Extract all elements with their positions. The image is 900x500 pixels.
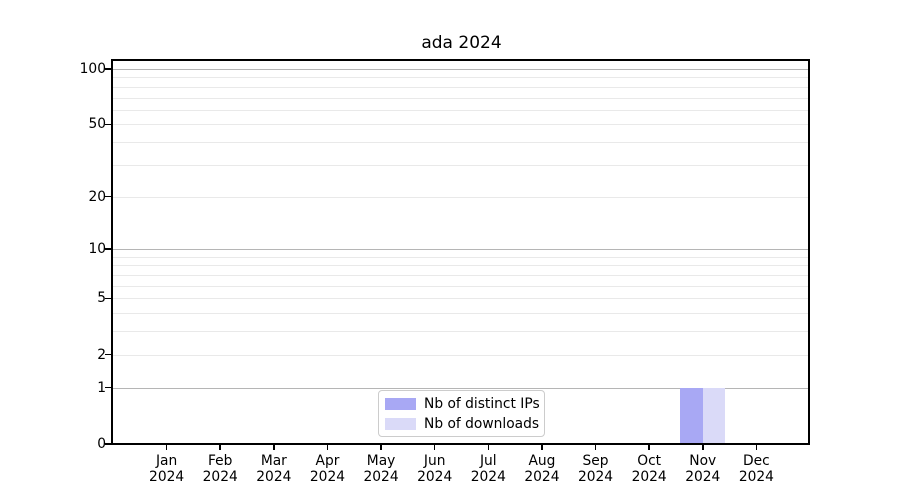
bar-nb-of-distinct-ips-nov-2024 (680, 387, 703, 444)
x-tick-mark (702, 445, 704, 450)
gridline-minor (113, 265, 810, 267)
legend-entry: Nb of distinct IPs (385, 394, 544, 414)
y-tick-label: 10 (88, 241, 106, 258)
x-tick-mark (755, 445, 758, 450)
x-tick-label-line: 2024 (631, 469, 667, 485)
gridline-minor (113, 109, 810, 111)
y-tick-mark (105, 68, 111, 70)
x-tick-label-line: Jun (423, 453, 446, 469)
y-tick-mark (105, 297, 111, 300)
plot-area (113, 60, 810, 444)
gridline-minor (113, 77, 810, 79)
x-tick-label-line: 2024 (363, 469, 399, 485)
y-tick-mark (105, 386, 111, 389)
y-tick-mark (105, 195, 111, 198)
x-tick-label-line: Feb (208, 453, 233, 469)
legend-label: Nb of downloads (424, 415, 540, 432)
bar-nb-of-downloads-nov-2024 (702, 387, 726, 444)
x-tick-label: Jul 2024 (456, 453, 520, 485)
gridline-minor (113, 124, 810, 126)
gridline-minor (113, 86, 810, 88)
y-tick-label: 100 (79, 60, 106, 77)
gridline-major (113, 68, 810, 70)
gridline-minor (113, 275, 810, 276)
x-tick-label-line: Oct (637, 453, 662, 469)
y-tick-label: 50 (88, 116, 106, 133)
x-tick-label-line: 2024 (256, 469, 292, 485)
x-tick-label-line: Mar (260, 453, 287, 469)
y-tick-label: 1 (97, 379, 106, 396)
chart-title: ada 2024 (421, 33, 502, 53)
x-tick-label: Mar 2024 (242, 453, 306, 485)
legend-label: Nb of distinct IPs (424, 395, 540, 412)
x-tick-label-line: Jul (479, 453, 497, 469)
gridline-major (113, 249, 810, 251)
x-tick-mark (273, 445, 275, 450)
x-tick-label-line: Aug (528, 453, 556, 469)
y-tick-mark (105, 248, 111, 250)
gridline-minor (113, 196, 810, 198)
x-tick-label-line: 2024 (738, 469, 774, 485)
y-tick-label: 5 (97, 290, 106, 307)
x-tick-label-line: Jan (155, 453, 178, 469)
gridline-major (113, 387, 810, 389)
gridline-minor (113, 331, 810, 333)
x-tick-mark (541, 445, 543, 450)
gridline-minor (113, 97, 810, 99)
legend-entry: Nb of downloads (385, 414, 544, 434)
x-tick-mark (326, 445, 329, 450)
gridline-minor (113, 298, 810, 300)
x-tick-label-line: Sep (582, 453, 609, 469)
y-tick-label: 20 (88, 188, 106, 205)
x-tick-label: Feb 2024 (188, 453, 252, 485)
legend: Nb of distinct IPs Nb of downloads (378, 390, 545, 437)
y-tick-mark (105, 443, 111, 445)
legend-color-swatch (385, 397, 416, 410)
gridline-minor (113, 285, 810, 287)
x-tick-label-line: Dec (743, 453, 770, 469)
x-tick-mark (165, 445, 168, 450)
x-tick-label-line: Apr (315, 453, 340, 469)
x-tick-mark (648, 445, 650, 450)
x-tick-mark (487, 445, 490, 450)
x-tick-label-line: 2024 (685, 469, 721, 485)
x-tick-label-line: 2024 (470, 469, 506, 485)
y-tick-mark (105, 353, 111, 356)
gridline-minor (113, 354, 810, 356)
x-tick-label: Oct 2024 (617, 453, 681, 485)
x-tick-label: Nov 2024 (671, 453, 735, 485)
x-tick-label: Jan 2024 (135, 453, 199, 485)
gridline-minor (113, 313, 810, 315)
y-tick-label: 2 (97, 346, 106, 363)
x-tick-label: Dec 2024 (724, 453, 788, 485)
x-tick-label-line: 2024 (309, 469, 346, 485)
x-tick-mark (380, 445, 382, 450)
x-tick-label-line: 2024 (202, 469, 238, 485)
x-tick-label: Sep 2024 (564, 453, 628, 485)
gridline-minor (113, 164, 810, 166)
x-tick-label-line: 2024 (417, 469, 453, 485)
x-tick-mark (433, 445, 436, 450)
x-tick-label-line: Nov (689, 453, 717, 469)
x-tick-label-line: May (366, 453, 396, 469)
x-tick-mark (219, 445, 221, 450)
x-tick-mark (594, 445, 597, 450)
x-tick-label-line: 2024 (577, 469, 614, 485)
gridline-minor (113, 142, 810, 144)
x-tick-label: Jun 2024 (403, 453, 467, 485)
y-tick-mark (105, 123, 111, 126)
x-tick-label: May 2024 (349, 453, 413, 485)
x-tick-label: Aug 2024 (510, 453, 574, 485)
x-tick-label-line: 2024 (524, 469, 560, 485)
y-tick-label: 0 (97, 436, 106, 452)
legend-color-swatch (385, 417, 416, 430)
x-tick-label: Apr 2024 (295, 453, 359, 485)
gridline-minor (113, 256, 810, 258)
x-tick-label-line: 2024 (149, 469, 185, 485)
